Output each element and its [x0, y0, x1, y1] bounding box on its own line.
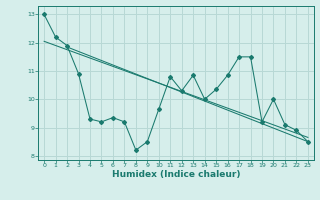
- X-axis label: Humidex (Indice chaleur): Humidex (Indice chaleur): [112, 170, 240, 179]
